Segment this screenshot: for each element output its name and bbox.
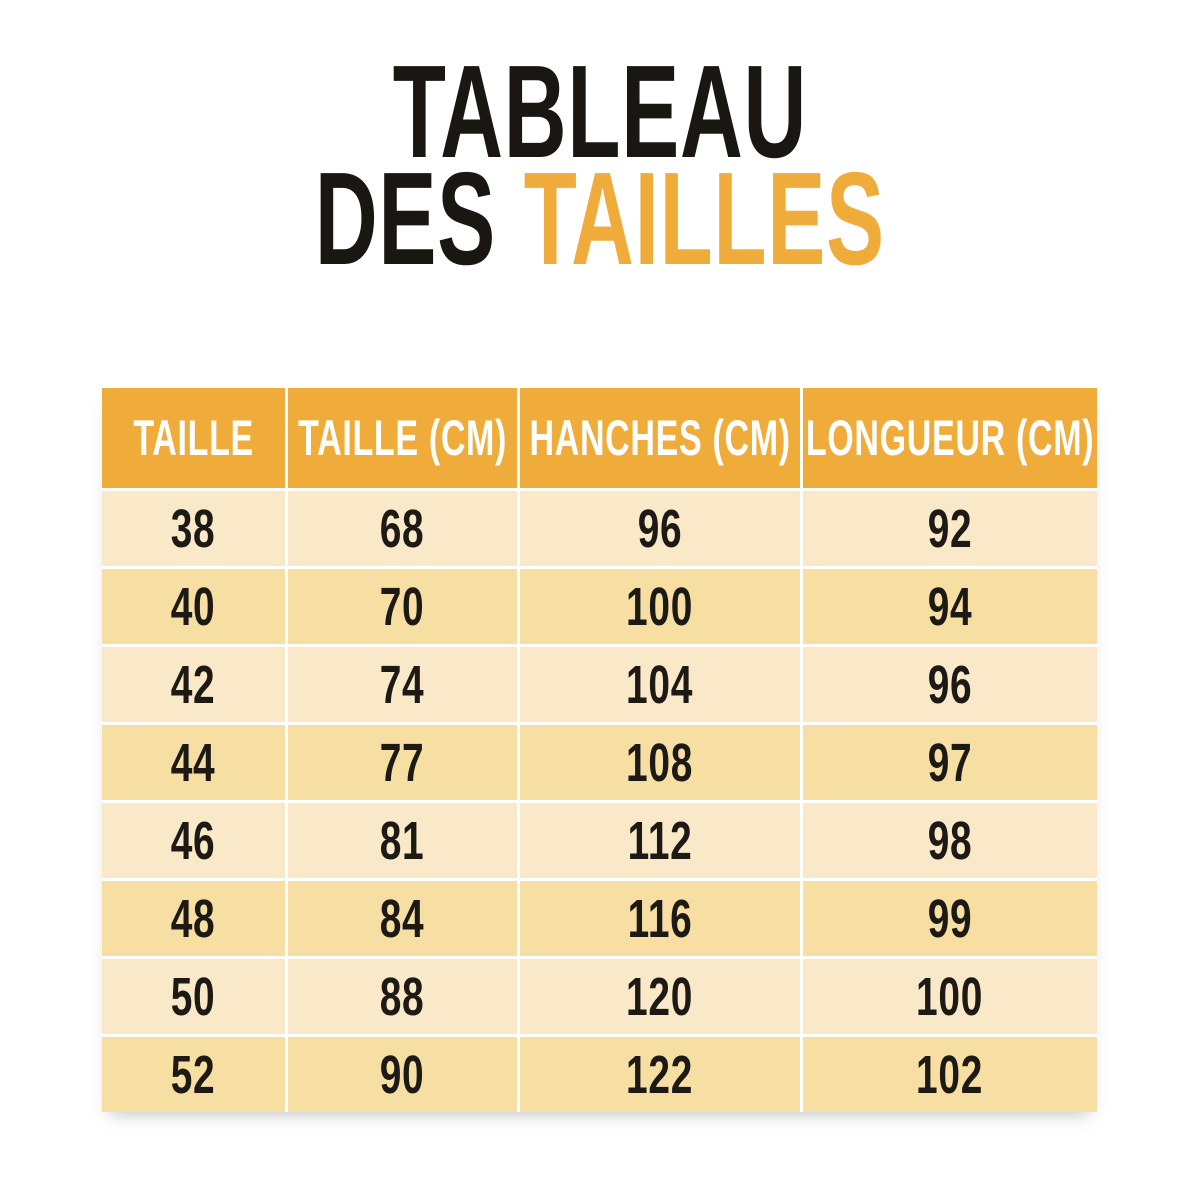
table-cell: 96 <box>803 647 1097 722</box>
title-word-tableau: TABLEAU <box>392 38 808 185</box>
column-header-hanches-cm: HANCHES (CM) <box>520 388 800 488</box>
column-header-taille-cm: TAILLE (CM) <box>288 388 517 488</box>
table-cell: 74 <box>288 647 517 722</box>
title-word-des: DES <box>315 145 497 292</box>
table-cell: 96 <box>520 491 800 566</box>
table-cell: 102 <box>803 1037 1097 1112</box>
title-word-tailles: TAILLES <box>523 145 885 292</box>
table-cell: 46 <box>102 803 285 878</box>
table-cell: 40 <box>102 569 285 644</box>
table-cell: 104 <box>520 647 800 722</box>
table-cell: 68 <box>288 491 517 566</box>
table-cell: 42 <box>102 647 285 722</box>
table-cell: 98 <box>803 803 1097 878</box>
table-cell: 97 <box>803 725 1097 800</box>
column-header-longueur-cm: LONGUEUR (CM) <box>803 388 1097 488</box>
table-cell: 77 <box>288 725 517 800</box>
size-table: TAILLE TAILLE (CM) HANCHES (CM) LONGUEUR… <box>102 388 1097 1112</box>
table-cell: 100 <box>520 569 800 644</box>
table-cell: 70 <box>288 569 517 644</box>
table-cell: 108 <box>520 725 800 800</box>
table-cell: 81 <box>288 803 517 878</box>
table-cell: 90 <box>288 1037 517 1112</box>
table-cell: 100 <box>803 959 1097 1034</box>
table-cell: 99 <box>803 881 1097 956</box>
table-cell: 88 <box>288 959 517 1034</box>
table-cell: 84 <box>288 881 517 956</box>
table-cell: 112 <box>520 803 800 878</box>
table-cell: 52 <box>102 1037 285 1112</box>
table-cell: 116 <box>520 881 800 956</box>
table-cell: 38 <box>102 491 285 566</box>
page-title: TABLEAU DES TAILLES <box>0 38 1200 285</box>
title-line-2: DES TAILLES <box>0 153 1200 285</box>
table-cell: 48 <box>102 881 285 956</box>
column-header-taille: TAILLE <box>102 388 285 488</box>
title-line-1: TABLEAU <box>0 38 1200 185</box>
table-cell: 92 <box>803 491 1097 566</box>
table-cell: 44 <box>102 725 285 800</box>
table-cell: 120 <box>520 959 800 1034</box>
table-cell: 94 <box>803 569 1097 644</box>
table-cell: 122 <box>520 1037 800 1112</box>
table-cell: 50 <box>102 959 285 1034</box>
